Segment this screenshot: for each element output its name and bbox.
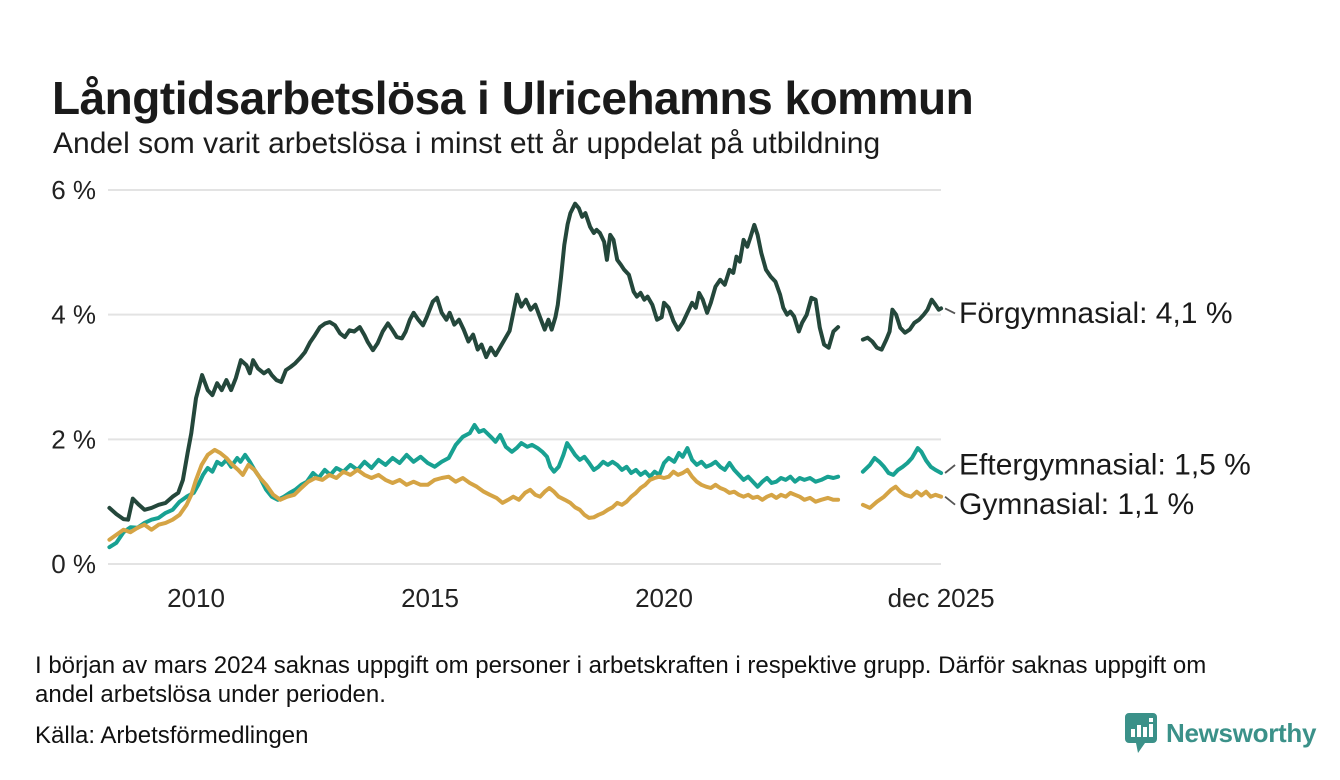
x-axis-labels: 2010 2015 2020 dec 2025 [167,583,994,613]
x-tick-label-2020: 2020 [635,583,693,613]
leader-line-gymnasial [944,495,956,506]
series-line-eftergymnasial [107,423,944,550]
leader-line-forgymnasial [944,307,956,315]
x-tick-label-dec-2025: dec 2025 [888,583,995,613]
leader-line-eftergymnasial [944,464,956,474]
series-end-labels: Förgymnasial: 4,1 % Eftergymnasial: 1,5 %… [944,297,1251,521]
line-chart: 0 % 2 % 4 % 6 % 2010 2015 2020 dec 2025 Förgym… [51,175,1251,613]
series-end-label-forgymnasial: Förgymnasial: 4,1 % [959,297,1232,330]
series-end-label-gymnasial: Gymnasial: 1,1 % [959,488,1194,521]
y-tick-label-2: 2 % [51,424,96,454]
newsworthy-logo[interactable]: Newsworthy [1124,712,1316,754]
series-line-gymnasial [107,447,944,542]
newsworthy-wordmark: Newsworthy [1166,717,1317,748]
source-text: Källa: Arbetsförmedlingen [35,722,309,749]
y-tick-label-6: 6 % [51,175,96,205]
chart-subtitle: Andel som varit arbetslösa i minst ett å… [53,127,881,160]
x-tick-label-2010: 2010 [167,583,225,613]
y-tick-label-4: 4 % [51,300,96,330]
x-tick-label-2015: 2015 [401,583,459,613]
gridlines [108,189,941,565]
y-axis-labels: 0 % 2 % 4 % 6 % [51,175,96,579]
series-lines [107,201,944,550]
page-title: Långtidsarbetslösa i Ulricehamns kommun [52,71,974,124]
series-line-forgymnasial [107,201,944,522]
footnote-text: I början av mars 2024 saknas uppgift om … [35,652,1207,709]
y-tick-label-0: 0 % [51,549,96,579]
newsworthy-icon [1125,713,1157,753]
series-end-label-eftergymnasial: Eftergymnasial: 1,5 % [959,448,1251,481]
